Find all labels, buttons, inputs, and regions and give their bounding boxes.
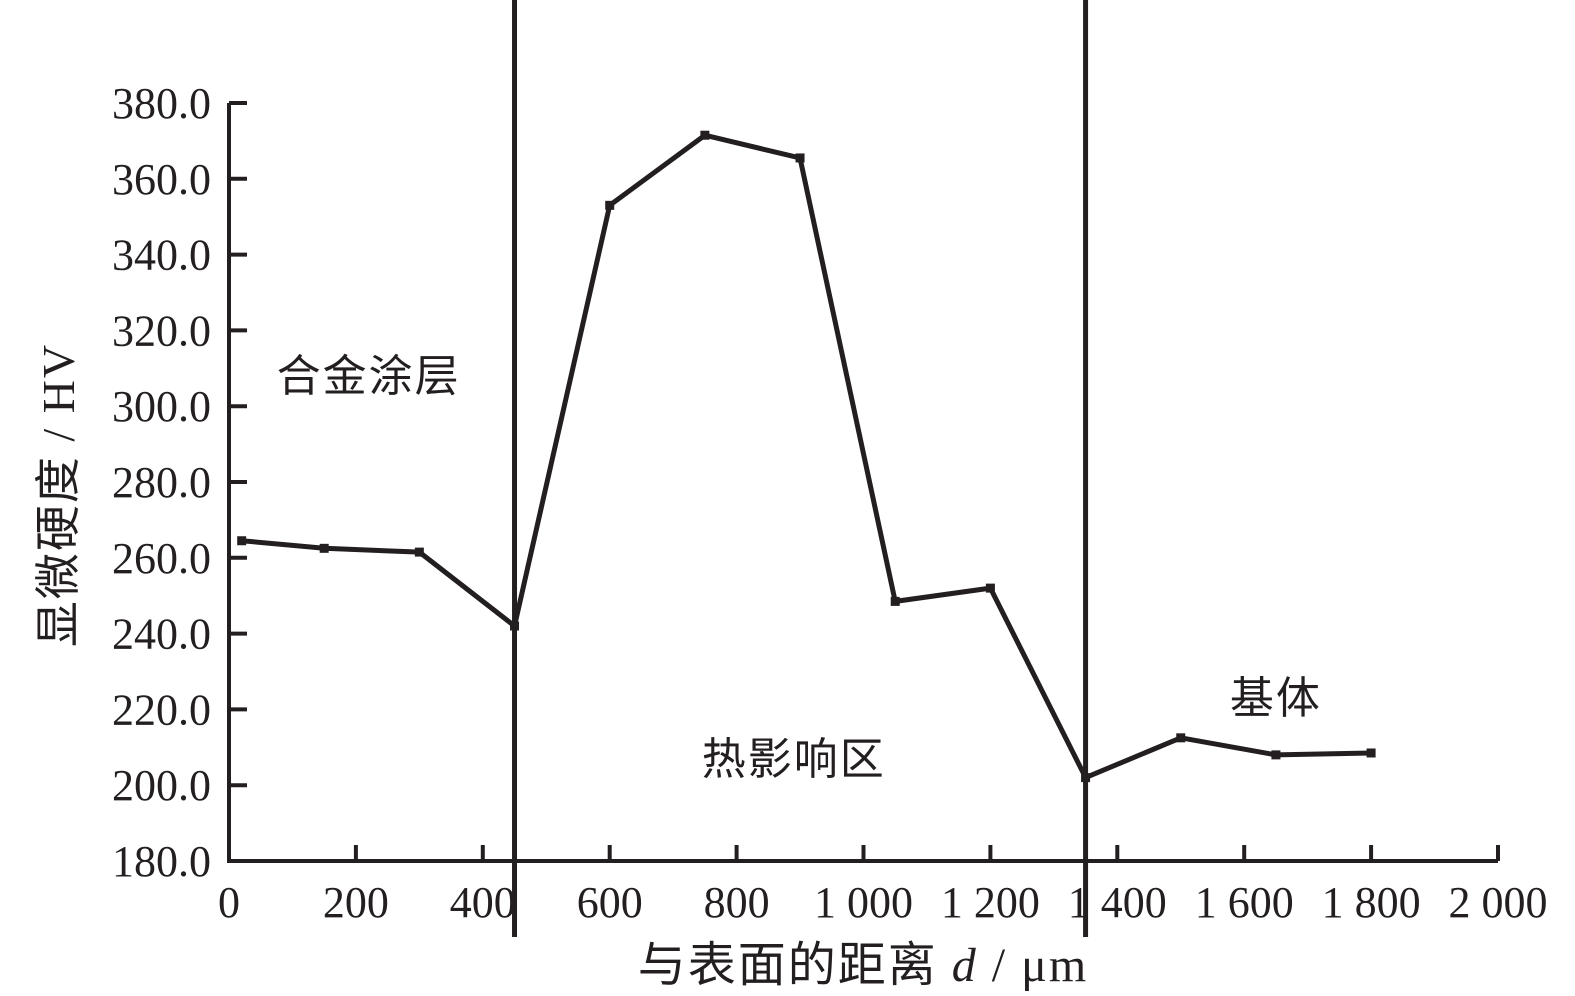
data-point-marker (1081, 773, 1091, 783)
data-point-marker (795, 153, 805, 163)
x-axis-title-text: 与表面的距离 (637, 939, 952, 992)
region-label-substrate: 基体 (1229, 674, 1322, 724)
x-tick-label: 200 (323, 878, 389, 927)
y-tick-label: 240.0 (112, 610, 211, 659)
x-tick-label: 1 600 (1195, 878, 1294, 927)
x-tick-label: 1 400 (1068, 878, 1167, 927)
y-tick-label: 320.0 (112, 306, 211, 355)
y-tick-label: 340.0 (112, 231, 211, 280)
y-tick-label: 180.0 (112, 837, 211, 886)
x-tick-label: 600 (577, 878, 643, 927)
y-tick-label: 280.0 (112, 458, 211, 507)
x-axis-title-unit: / μm (977, 939, 1089, 992)
y-tick-label: 380.0 (112, 79, 211, 128)
x-tick-label: 1 800 (1322, 878, 1421, 927)
data-point-marker (985, 583, 995, 593)
region-label-heat-affected-zone: 热影响区 (701, 734, 886, 784)
data-point-marker (414, 547, 424, 557)
data-point-marker (319, 543, 329, 553)
data-point-marker (1176, 733, 1186, 743)
data-point-marker (1366, 748, 1376, 758)
x-axis-title-variable-d: d (951, 939, 978, 992)
data-point-marker (237, 536, 247, 546)
x-tick-label: 0 (218, 878, 240, 927)
x-tick-label: 800 (704, 878, 770, 927)
y-tick-label: 260.0 (112, 534, 211, 583)
y-axis-title: 显微硬度 / HV (33, 342, 84, 648)
data-point-marker (510, 621, 520, 631)
x-tick-label: 1 000 (814, 878, 913, 927)
x-axis-title: 与表面的距离 d / μm (638, 925, 1088, 995)
region-label-alloy-coating: 合金涂层 (276, 352, 461, 402)
data-point-marker (700, 130, 710, 140)
hardness-data-line (241, 132, 1372, 781)
y-tick-label: 220.0 (112, 685, 211, 734)
y-tick-label: 360.0 (112, 155, 211, 204)
x-tick-label: 2 000 (1449, 878, 1548, 927)
data-point-marker (890, 596, 900, 606)
y-tick-label: 300.0 (112, 382, 211, 431)
x-tick-label: 1 200 (941, 878, 1040, 927)
x-tick-label: 400 (450, 878, 516, 927)
data-point-marker (605, 200, 615, 210)
data-point-marker (1271, 750, 1281, 760)
y-tick-label: 200.0 (112, 761, 211, 810)
